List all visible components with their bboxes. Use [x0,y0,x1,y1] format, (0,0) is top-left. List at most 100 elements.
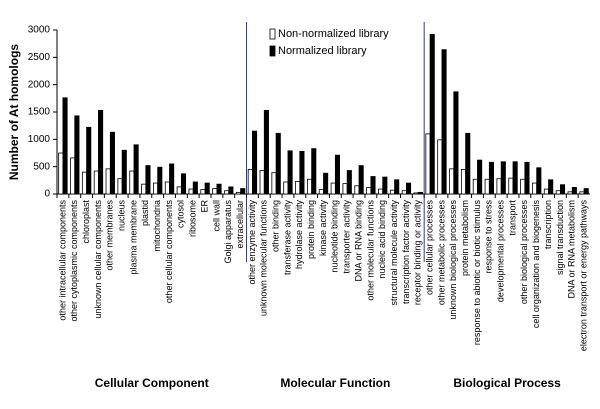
x-tick-label: electron transport or energy pathways [578,200,588,352]
bar [401,190,407,195]
bar [212,188,218,195]
bar [437,139,443,195]
x-tick-label: other cytoplasmic components [69,200,79,322]
bar [555,190,561,195]
x-tick-label: cell organization and biogenesis [531,200,541,329]
bar [382,176,388,195]
bar [259,170,265,195]
bar [86,126,92,195]
x-tick-label: plastid [140,200,150,226]
x-tick-label: kinase activity [318,200,328,257]
bar [496,178,502,195]
y-tick-label: 2500 [28,52,51,63]
bar [169,163,175,195]
x-tick-label: other membranes [105,200,115,271]
x-tick-label: other binding [270,200,280,252]
bar [252,130,258,195]
bar [477,159,483,195]
bar [311,148,317,195]
x-tick-label: cytosol [176,200,186,228]
bar [70,157,76,195]
bar [378,188,384,195]
x-tick-label: ER [199,200,209,213]
bar [247,168,253,195]
x-tick-label: unknown cellular components [93,200,103,319]
x-tick-label: extracellular [235,200,245,249]
bar [263,109,269,195]
bar [354,185,360,195]
legend-label: Non-normalized library [278,28,389,40]
bar [394,179,400,195]
x-tick-label: developmental processes [496,200,506,303]
bar [141,183,147,195]
x-tick-label: plasma membrane [128,200,138,275]
bar [157,166,163,195]
bar [98,109,104,195]
y-tick-label: 1000 [28,134,51,145]
x-tick-label: transcription factor activity [401,200,411,305]
bar [121,149,127,195]
bar [425,133,431,195]
x-tick-label: structural molecule activity [389,200,399,306]
bar [287,150,293,195]
bar [579,191,585,195]
bar [536,167,542,195]
x-tick-label: response to abiotic or biotic stimulus [472,200,482,346]
bar [323,172,329,195]
x-tick-label: hydrolase activity [294,200,304,270]
x-tick-label: transcription [543,200,553,249]
x-tick-label: transport [507,200,517,236]
bar [295,181,301,195]
y-tick-label: 3000 [28,25,51,36]
bar [228,186,234,195]
bar [93,170,99,195]
group-label: Biological Process [453,376,561,390]
bar [532,182,538,195]
bar [318,189,324,195]
bar [129,170,135,195]
bar [180,173,187,195]
bar [512,161,518,195]
bar [200,189,206,195]
bar [342,183,348,195]
bar [524,161,530,195]
legend-swatch [269,45,276,57]
bar [275,132,281,195]
bar [283,181,289,195]
bar [164,181,170,195]
bar [346,170,352,195]
x-tick-label: other metabolic processes [436,200,446,306]
bar [389,189,395,195]
bar [465,132,471,195]
bar [153,182,159,195]
bar [429,33,435,195]
x-tick-label: other enzyme activity [247,200,257,285]
bar [500,161,506,195]
x-tick-label: Golgi apparatus [223,200,233,264]
group-label: Cellular Component [95,376,209,390]
bar [472,178,478,195]
x-tick-label: protein binding [306,200,316,259]
x-tick-label: other cellular components [164,200,174,304]
bar [176,186,182,195]
bar [559,184,566,195]
bar [366,187,372,195]
bar [358,165,364,195]
x-tick-label: transporter activity [342,200,352,274]
x-tick-label: response to stress [484,200,494,274]
bar [571,187,577,195]
x-tick-label: other cellular processes [424,200,434,296]
x-tick-label: DNA or RNA binding [353,200,363,282]
y-tick-label: 1500 [28,107,51,118]
x-tick-label: ribosome [188,200,198,237]
x-tick-label: transferase activity [282,200,292,276]
bar [306,178,313,195]
bar [543,188,549,195]
bar [62,97,68,195]
bar [133,144,139,195]
bar [58,152,64,195]
legend-label: Normalized library [278,45,367,57]
bar [145,165,151,195]
y-tick-label: 2000 [28,79,51,90]
x-tick-label: other biological processes [519,200,529,305]
